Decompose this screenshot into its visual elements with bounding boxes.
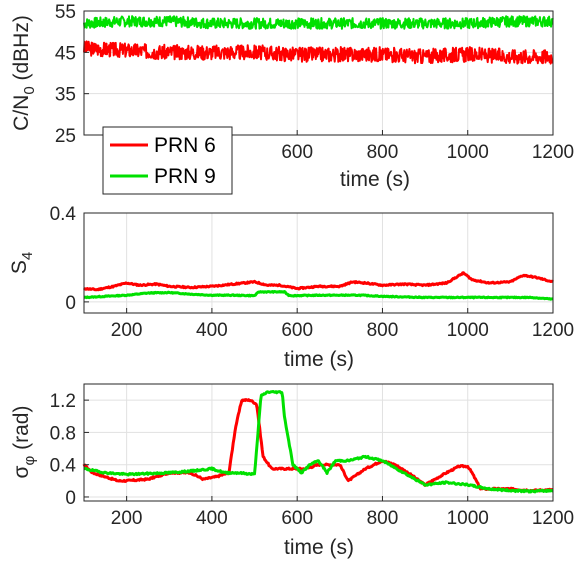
x-axis-label: time (s)	[284, 348, 354, 371]
legend-label: PRN 9	[154, 165, 216, 188]
x-tick-label: 1000	[447, 320, 489, 341]
y-tick-label: 0.8	[50, 423, 76, 444]
x-tick-label: 800	[367, 320, 399, 341]
x-axis-label: time (s)	[284, 536, 354, 559]
x-tick-label: 1000	[447, 142, 489, 163]
panel-1: 600 800 1000 1200 25 35 45 55 time (s) C/N0 (dBHz…	[10, 2, 574, 195]
legend: PRN 6 PRN 9	[102, 126, 233, 195]
series-line-prn9	[83, 390, 554, 494]
panel-3: 200 400 600 800 1000 1200 0 0.4 0.8 1.2 time (s) σφ…	[10, 383, 574, 559]
series-line-prn6	[82, 271, 554, 292]
series-line-prn9	[83, 15, 554, 30]
y-tick-label: 0	[65, 293, 76, 314]
y-tick-label: 0.4	[50, 204, 77, 225]
axes-frame	[83, 10, 554, 136]
series-line-prn6	[83, 40, 554, 65]
x-tick-label: 800	[367, 142, 399, 163]
x-tick-label: 1200	[532, 508, 574, 529]
y-axis-label: S4	[8, 252, 36, 274]
x-tick-label: 400	[196, 320, 228, 341]
y-axis-label: C/N0 (dBHz)	[10, 15, 38, 131]
y-axis-label: σφ (rad)	[10, 406, 38, 479]
x-tick-label: 400	[196, 508, 228, 529]
legend-box	[102, 126, 233, 195]
x-tick-label: 800	[367, 508, 399, 529]
legend-label: PRN 6	[154, 134, 216, 157]
y-tick-label: 0.4	[50, 456, 77, 477]
x-tick-label: 1000	[447, 508, 489, 529]
x-axis-label: time (s)	[340, 168, 410, 191]
x-tick-label: 1200	[532, 320, 574, 341]
x-tick-label: 600	[281, 320, 313, 341]
y-tick-label: 35	[55, 85, 76, 106]
x-tick-label: 200	[111, 320, 143, 341]
panel-2: 200 400 600 800 1000 1200 0 0.4 time (s) S4	[8, 204, 574, 371]
x-tick-label: 600	[281, 508, 313, 529]
x-tick-label: 600	[281, 142, 313, 163]
axes-frame	[83, 383, 554, 502]
x-tick-label: 1200	[532, 142, 574, 163]
y-tick-label: 0	[65, 488, 76, 509]
y-tick-label: 45	[55, 43, 76, 64]
x-tick-label: 200	[111, 508, 143, 529]
series-line-prn6	[82, 398, 554, 493]
series-line-prn9	[83, 290, 554, 301]
axes-frame	[83, 212, 554, 314]
y-tick-label: 1.2	[50, 391, 76, 412]
y-tick-label: 25	[55, 126, 76, 147]
y-tick-label: 55	[55, 2, 76, 23]
